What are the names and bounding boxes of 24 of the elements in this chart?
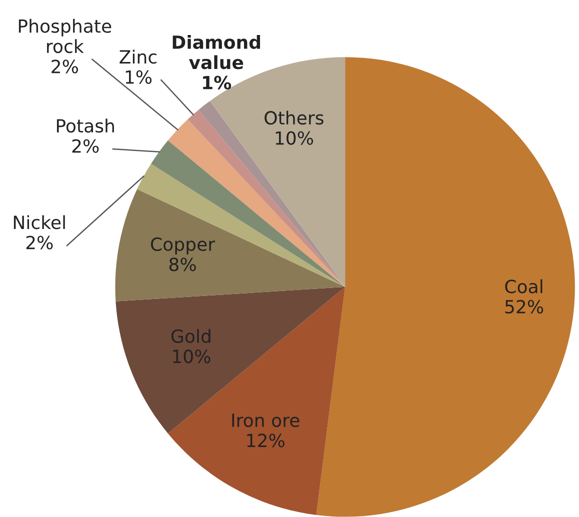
slice-label: Potash [56,118,114,133]
data-label: 52% [505,300,544,314]
slice-label: Coal [505,279,542,294]
slice-label: Others [264,110,324,125]
slice-label: Nickel [14,215,65,230]
data-label: 10% [276,131,314,145]
pie-slice [137,164,346,287]
slice-label: Phosphate rock [18,18,112,54]
slice-label: Copper [150,237,216,255]
pie-slice [168,286,346,515]
slice-label: Gold [171,329,210,343]
pie-slice [115,189,346,302]
slice-label: Diamond value [172,35,260,70]
slice-label: Zinc [120,50,156,64]
data-label: 1% [126,70,152,84]
data-label: 2% [72,139,99,153]
data-label: 2% [26,236,53,250]
pie-slice [116,286,346,434]
slice-label: Iron ore [232,414,300,428]
data-label: 8% [169,258,196,272]
data-label: 12% [247,434,284,448]
data-label: 1% [203,76,232,90]
data-label: 2% [52,60,78,74]
data-label: 10% [173,350,210,364]
